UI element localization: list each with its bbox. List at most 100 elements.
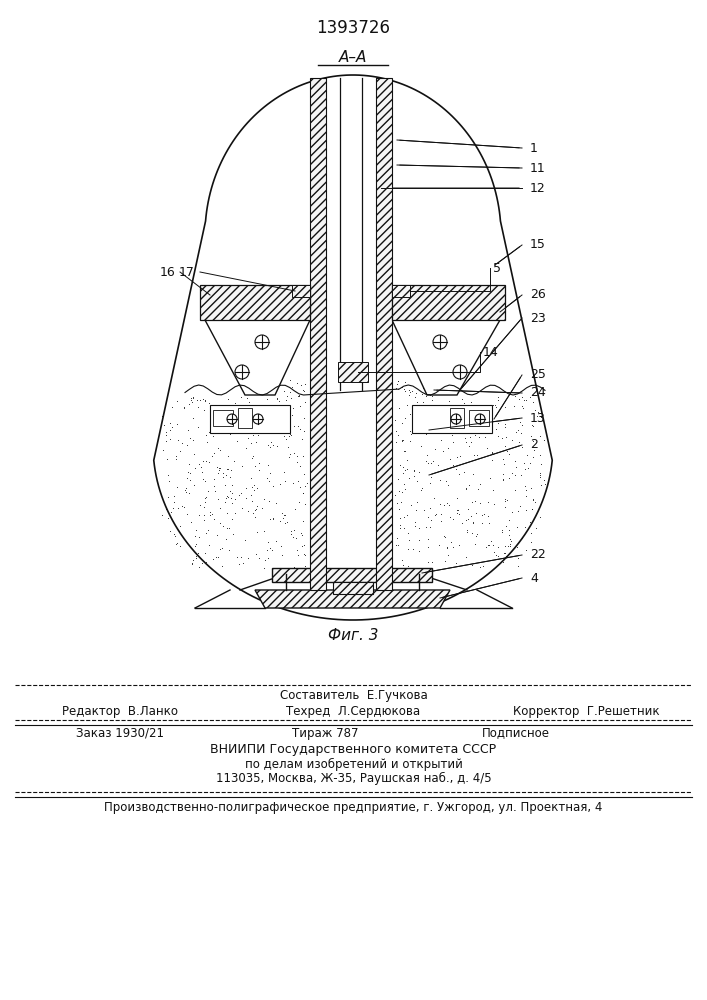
Bar <box>469 410 489 426</box>
Point <box>263 473 274 489</box>
Point <box>280 403 291 419</box>
Point <box>187 389 199 405</box>
Point <box>464 477 475 493</box>
Point <box>216 404 228 420</box>
Point <box>434 472 445 488</box>
Point <box>243 430 254 446</box>
Point <box>277 405 288 421</box>
Point <box>409 468 420 484</box>
Point <box>218 518 229 534</box>
Point <box>534 428 546 444</box>
Point <box>442 477 453 493</box>
Point <box>284 426 296 442</box>
Point <box>156 408 168 424</box>
Point <box>469 536 481 552</box>
Point <box>534 469 546 485</box>
Point <box>170 448 182 464</box>
Point <box>174 538 185 554</box>
Point <box>520 542 532 558</box>
Point <box>396 432 407 448</box>
Point <box>460 434 472 450</box>
Point <box>217 409 228 425</box>
Point <box>469 427 480 443</box>
Point <box>262 550 274 566</box>
Point <box>190 536 201 552</box>
Point <box>498 545 509 561</box>
Point <box>427 453 438 469</box>
Point <box>221 520 233 536</box>
Point <box>298 537 310 553</box>
Point <box>408 463 419 479</box>
Point <box>491 421 502 437</box>
Point <box>445 451 456 467</box>
Point <box>530 520 542 536</box>
Point <box>259 491 270 507</box>
Point <box>506 432 518 448</box>
Point <box>286 390 297 406</box>
Point <box>292 418 303 434</box>
Point <box>426 378 438 394</box>
Point <box>214 402 225 418</box>
Point <box>176 435 187 451</box>
Point <box>182 470 193 486</box>
Point <box>499 493 510 509</box>
Point <box>484 470 496 486</box>
Point <box>182 506 193 522</box>
Point <box>246 493 257 509</box>
Point <box>279 507 290 523</box>
Point <box>479 429 491 445</box>
Point <box>499 538 510 554</box>
Point <box>465 508 477 524</box>
Point <box>534 465 546 481</box>
Point <box>291 375 303 391</box>
Point <box>441 540 452 556</box>
Point <box>499 399 510 415</box>
Point <box>168 494 180 510</box>
Point <box>410 514 421 530</box>
Point <box>393 483 404 499</box>
Point <box>199 473 211 489</box>
Point <box>209 478 220 494</box>
Point <box>397 484 408 500</box>
Point <box>513 422 524 438</box>
Point <box>251 524 262 540</box>
Polygon shape <box>292 285 310 297</box>
Point <box>204 424 215 440</box>
Point <box>461 481 472 497</box>
Point <box>443 393 455 409</box>
Point <box>246 470 257 486</box>
Point <box>440 553 451 569</box>
Point <box>525 514 536 530</box>
Point <box>263 402 274 418</box>
Point <box>525 428 537 444</box>
Point <box>279 473 291 489</box>
Text: 26: 26 <box>530 288 546 302</box>
Point <box>515 425 526 441</box>
Text: 5: 5 <box>493 261 501 274</box>
Point <box>166 419 177 435</box>
Point <box>164 415 175 431</box>
Point <box>217 469 228 485</box>
Point <box>396 552 407 568</box>
Point <box>509 467 520 483</box>
Point <box>250 458 261 474</box>
Point <box>295 479 306 495</box>
Point <box>451 555 462 571</box>
Point <box>423 416 434 432</box>
Point <box>250 501 262 517</box>
Point <box>466 525 477 541</box>
Point <box>508 398 520 414</box>
Point <box>458 395 469 411</box>
Point <box>410 518 421 534</box>
Point <box>490 399 501 415</box>
Point <box>525 525 537 541</box>
Point <box>435 432 446 448</box>
Point <box>170 536 182 552</box>
Point <box>447 539 458 555</box>
Point <box>497 471 508 487</box>
Point <box>512 558 523 574</box>
Point <box>525 389 536 405</box>
Point <box>480 539 491 555</box>
Point <box>264 465 276 481</box>
Point <box>445 534 457 550</box>
